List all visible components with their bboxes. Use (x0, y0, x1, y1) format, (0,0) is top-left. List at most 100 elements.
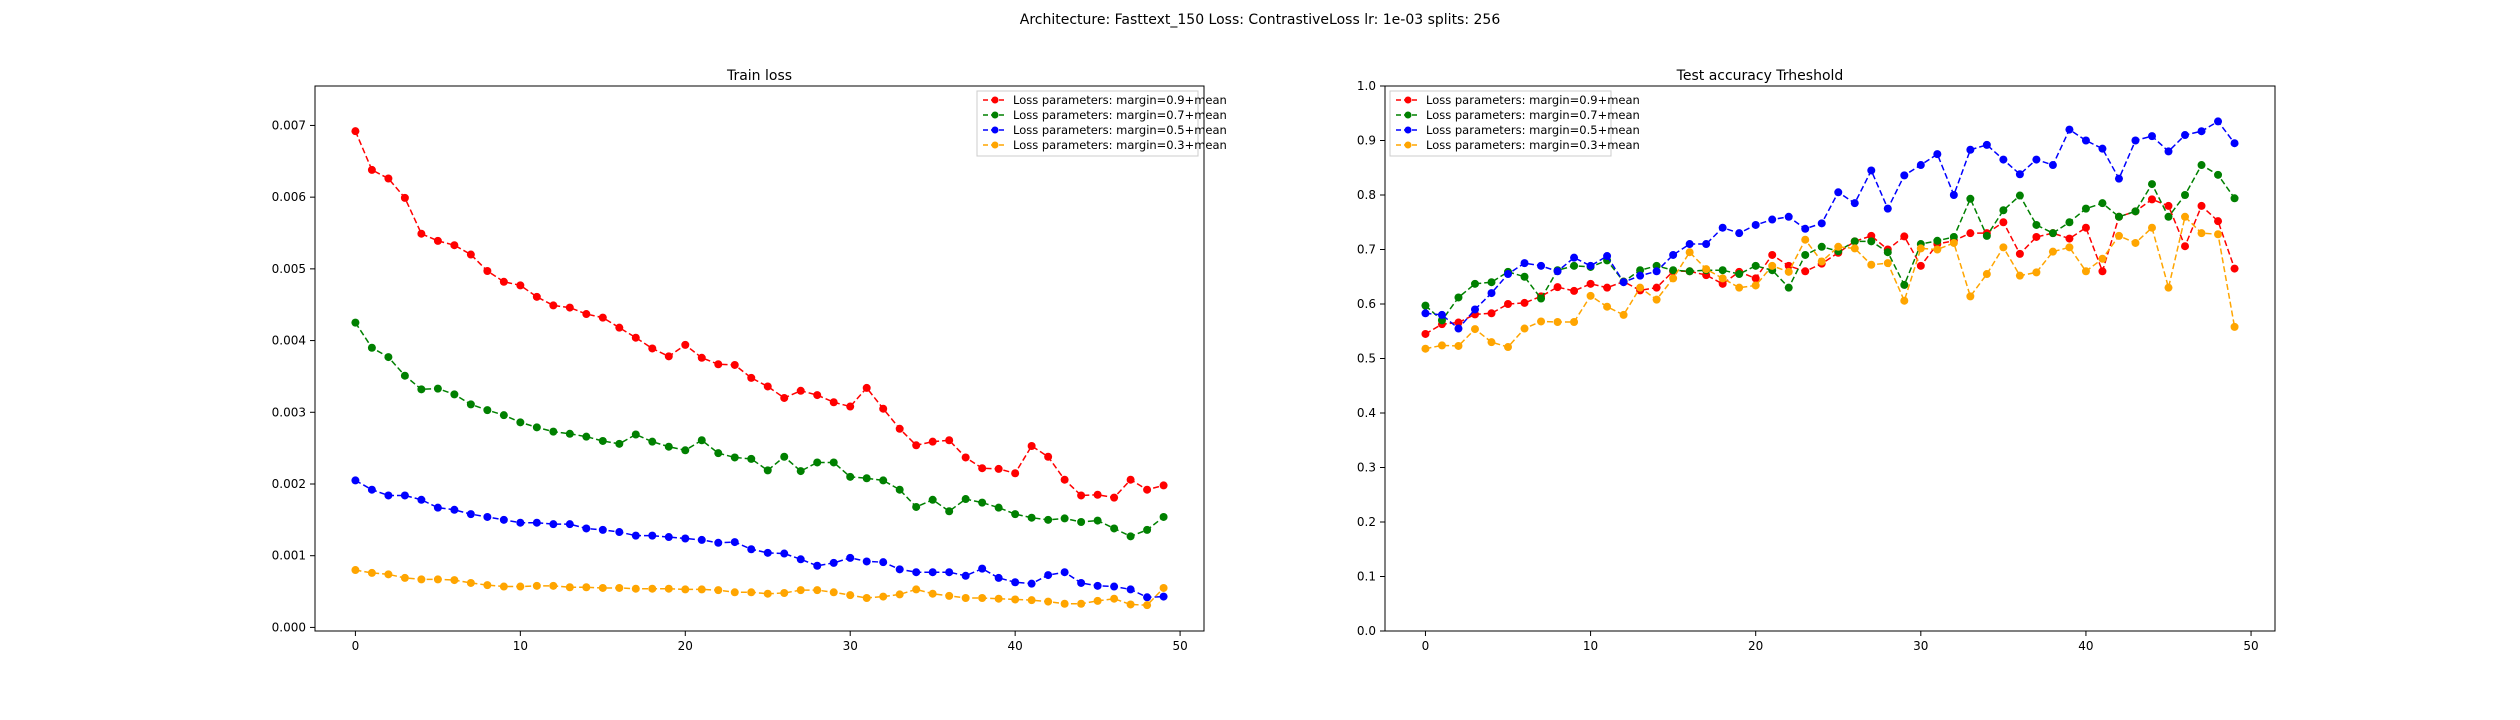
train-loss-data-point (384, 174, 393, 183)
test-accuracy-data-point (1570, 317, 1579, 326)
train-loss-data-point (582, 310, 591, 319)
train-loss-data-point (1044, 597, 1053, 606)
test-accuracy-data-point (1966, 194, 1975, 203)
train-loss-data-point (433, 575, 442, 584)
test-accuracy-data-point (1949, 238, 1958, 247)
train-loss-data-point (433, 384, 442, 393)
legend-marker (991, 141, 999, 149)
test-accuracy-data-point (1784, 212, 1793, 221)
test-accuracy-data-point (1619, 310, 1628, 319)
test-accuracy-data-point (2081, 136, 2090, 145)
test-accuracy-data-point (1900, 232, 1909, 241)
test-accuracy-data-point (1454, 293, 1463, 302)
test-accuracy-data-point (2214, 230, 2223, 239)
test-accuracy-data-point (1570, 286, 1579, 295)
test-accuracy-data-point (1999, 155, 2008, 164)
test-accuracy-data-point (2230, 264, 2239, 273)
train-loss-data-point (516, 518, 525, 527)
train-loss-data-point (384, 570, 393, 579)
train-loss-data-point (978, 498, 987, 507)
train-loss-data-point (615, 583, 624, 592)
test-accuracy-data-point (2181, 212, 2190, 221)
train-loss-series-layer (351, 127, 1168, 610)
test-accuracy-data-point (1982, 231, 1991, 240)
train-loss-data-point (1159, 481, 1168, 490)
train-loss-data-point (1110, 524, 1119, 533)
train-loss-data-point (730, 538, 739, 547)
train-loss-data-point (1126, 585, 1135, 594)
train-loss-data-point (846, 402, 855, 411)
train-loss-data-point (483, 406, 492, 415)
train-loss-data-point (1143, 601, 1152, 610)
test-accuracy-data-point (1751, 261, 1760, 270)
test-accuracy-data-point (2015, 170, 2024, 179)
test-accuracy-data-point (1867, 237, 1876, 246)
train-loss-data-point (796, 586, 805, 595)
test-accuracy-legend: Loss parameters: margin=0.9+mean Loss pa… (1389, 90, 1640, 157)
test-accuracy-data-point (1553, 317, 1562, 326)
train-loss-xtick-label: 20 (678, 639, 693, 653)
train-loss-data-point (1093, 490, 1102, 499)
train-loss-data-point (450, 576, 459, 585)
test-accuracy-ytick-label: 1.0 (1357, 79, 1376, 93)
train-loss-data-point (1093, 516, 1102, 525)
train-loss-data-point (829, 588, 838, 597)
test-accuracy-data-point (1421, 309, 1430, 318)
train-loss-data-point (565, 429, 574, 438)
train-loss-data-point (466, 250, 475, 259)
legend-label: Loss parameters: margin=0.9+mean (1013, 93, 1227, 107)
test-accuracy-data-point (2131, 207, 2140, 216)
test-accuracy-data-point (1487, 289, 1496, 298)
train-loss-data-point (532, 292, 541, 301)
test-accuracy-xtick-label: 10 (1583, 639, 1598, 653)
train-loss-data-point (384, 491, 393, 500)
train-loss-data-point (928, 437, 937, 446)
test-accuracy-data-point (1999, 206, 2008, 215)
train-loss-data-point (879, 476, 888, 485)
train-loss-data-point (1027, 513, 1036, 522)
train-loss-data-point (367, 568, 376, 577)
train-loss-data-point (1044, 452, 1053, 461)
test-accuracy-data-point (1801, 235, 1810, 244)
train-loss-data-point (912, 585, 921, 594)
test-accuracy-data-point (1933, 150, 1942, 159)
test-accuracy-data-point (1437, 310, 1446, 319)
test-accuracy-data-point (2197, 201, 2206, 210)
train-loss-data-point (367, 165, 376, 174)
train-loss-data-point (714, 360, 723, 369)
train-loss-data-point (400, 371, 409, 380)
train-loss-data-point (466, 578, 475, 587)
test-accuracy-data-point (1900, 296, 1909, 305)
train-loss-data-point (747, 588, 756, 597)
train-loss-data-point (994, 594, 1003, 603)
train-loss-data-point (862, 557, 871, 566)
train-loss-data-point (631, 430, 640, 439)
test-accuracy-data-point (2147, 223, 2156, 232)
train-loss-data-point (664, 584, 673, 593)
test-accuracy-data-point (2032, 232, 2041, 241)
train-loss-data-point (631, 531, 640, 540)
test-accuracy-data-point (1751, 220, 1760, 229)
test-accuracy-data-point (1933, 236, 1942, 245)
test-accuracy-data-point (2048, 161, 2057, 170)
train-loss-data-point (532, 518, 541, 527)
train-loss-data-point (895, 590, 904, 599)
train-loss-data-point (846, 591, 855, 600)
test-accuracy-data-point (1735, 283, 1744, 292)
train-loss-data-point (763, 589, 772, 598)
test-accuracy-data-point (2164, 201, 2173, 210)
train-loss-data-point (714, 538, 723, 547)
test-accuracy-ytick-label: 0.0 (1357, 624, 1376, 638)
train-loss-data-point (565, 520, 574, 529)
train-loss-xtick-label: 0 (352, 639, 360, 653)
train-loss-data-point (1126, 600, 1135, 609)
train-loss-data-point (417, 229, 426, 238)
train-loss-data-point (730, 588, 739, 597)
train-loss-data-point (648, 344, 657, 353)
train-loss-data-point (714, 586, 723, 595)
test-accuracy-data-point (1470, 325, 1479, 334)
test-accuracy-data-point (1916, 161, 1925, 170)
test-accuracy-data-point (1850, 199, 1859, 208)
test-accuracy-data-point (2081, 204, 2090, 213)
test-accuracy-data-point (1867, 166, 1876, 175)
